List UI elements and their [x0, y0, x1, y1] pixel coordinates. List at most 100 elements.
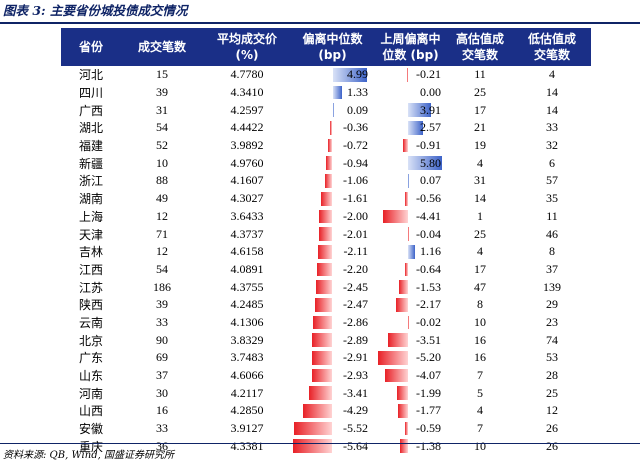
table-row: 江苏 186 4.3755 -2.45 -1.53 47 139	[61, 278, 591, 296]
prev-deviation-cell: -3.51	[374, 331, 447, 349]
high-valuation-count-cell: 5	[477, 385, 483, 400]
deviation-cell: -2.47	[291, 296, 374, 314]
table-row: 江西 54 4.0891 -2.20 -0.64 17 37	[61, 261, 591, 279]
table-row: 新疆 10 4.9760 -0.94 5.80 4 6	[61, 154, 591, 172]
low-valuation-count-cell: 14	[546, 85, 558, 100]
avg-price-cell: 4.4422	[230, 120, 264, 135]
trade-count-cell: 49	[156, 191, 168, 206]
low-valuation-count-cell: 53	[546, 350, 558, 365]
trade-count-cell: 12	[156, 208, 168, 223]
table-row: 湖南 49 4.3027 -1.61 -0.56 14 35	[61, 190, 591, 208]
high-valuation-count-cell: 11	[474, 67, 486, 82]
deviation-value: 1.16	[420, 244, 441, 259]
source-divider	[0, 443, 640, 444]
prev-deviation-cell: 3.91	[374, 101, 447, 119]
trade-count-cell: 12	[156, 244, 168, 259]
deviation-value: -2.89	[343, 332, 368, 347]
deviation-cell: -2.93	[291, 367, 374, 385]
high-valuation-count-cell: 1	[477, 208, 483, 223]
deviation-value: -5.20	[416, 350, 441, 365]
province-cell: 四川	[78, 86, 103, 101]
high-valuation-count-cell: 47	[474, 279, 486, 294]
positive-deviation-bar	[332, 68, 368, 82]
negative-deviation-bar	[387, 333, 409, 347]
negative-deviation-bar	[397, 404, 409, 418]
table-header-row: 省份 成交笔数 平均成交价 (%) 偏离中位数 (bp) 上周偏离中 位数 (bp) …	[61, 28, 591, 66]
title-divider	[0, 22, 640, 24]
avg-price-cell: 4.3737	[230, 226, 264, 241]
deviation-cell: 4.99	[291, 66, 374, 84]
negative-deviation-bar	[317, 244, 333, 259]
header-high-valuation: 高估值成 交笔数	[447, 28, 513, 66]
trade-count-cell: 90	[156, 332, 168, 347]
negative-deviation-bar	[384, 368, 409, 383]
negative-deviation-bar	[327, 138, 333, 153]
negative-deviation-bar	[318, 227, 333, 241]
high-valuation-count-cell: 21	[474, 120, 486, 135]
negative-deviation-bar	[377, 351, 409, 365]
avg-price-cell: 4.3755	[230, 279, 264, 294]
low-valuation-count-cell: 35	[546, 191, 558, 206]
positive-deviation-bar	[408, 244, 416, 259]
prev-deviation-cell: -0.56	[374, 190, 447, 208]
high-valuation-count-cell: 10	[474, 314, 486, 329]
avg-price-cell: 4.1306	[230, 314, 264, 329]
high-valuation-count-cell: 4	[477, 244, 483, 259]
low-valuation-count-cell: 6	[549, 155, 555, 170]
low-valuation-count-cell: 46	[546, 226, 558, 241]
deviation-value: -1.99	[416, 385, 441, 400]
negative-deviation-bar	[315, 297, 333, 312]
province-cell: 天津	[78, 227, 103, 242]
deviation-value: -2.93	[343, 368, 368, 383]
province-cell: 山东	[78, 369, 103, 384]
low-valuation-count-cell: 29	[546, 297, 558, 312]
province-trade-table: 省份 成交笔数 平均成交价 (%) 偏离中位数 (bp) 上周偏离中 位数 (bp) …	[61, 28, 591, 455]
negative-deviation-bar	[325, 156, 333, 171]
deviation-value: -0.04	[416, 226, 441, 241]
avg-price-cell: 4.0891	[230, 261, 264, 276]
negative-deviation-bar	[400, 439, 409, 454]
table-row: 上海 12 3.6433 -2.00 -4.41 1 11	[61, 208, 591, 226]
deviation-value: 4.99	[347, 67, 368, 82]
trade-count-cell: 69	[156, 350, 168, 365]
header-deviation: 偏离中位数 (bp)	[291, 28, 374, 66]
trade-count-cell: 36	[156, 438, 168, 453]
trade-count-cell: 15	[156, 67, 168, 82]
header-avg-price: 平均成交价 (%)	[203, 28, 291, 66]
negative-deviation-bar	[293, 439, 333, 454]
table-row: 重庆 36 4.3381 -5.64 -1.38 10 26	[61, 437, 591, 455]
negative-deviation-bar	[312, 351, 333, 365]
province-cell: 山西	[78, 404, 103, 419]
province-cell: 新疆	[78, 156, 103, 171]
table-row: 广东 69 3.7483 -2.91 -5.20 16 53	[61, 349, 591, 367]
table-row: 福建 52 3.9892 -0.72 -0.91 19 32	[61, 137, 591, 155]
deviation-value: 2.57	[420, 120, 441, 135]
negative-deviation-bar	[405, 191, 409, 206]
deviation-value: 1.33	[347, 85, 368, 100]
prev-deviation-cell: 5.80	[374, 154, 447, 172]
deviation-cell: 1.33	[291, 84, 374, 102]
deviation-cell: -5.64	[291, 437, 374, 455]
negative-deviation-bar	[294, 421, 333, 436]
header-province: 省份	[61, 28, 121, 66]
table-row: 陕西 39 4.2485 -2.47 -2.17 8 29	[61, 296, 591, 314]
avg-price-cell: 3.8329	[230, 332, 264, 347]
trade-count-cell: 31	[156, 102, 168, 117]
avg-price-cell: 4.3027	[230, 191, 264, 206]
deviation-value: -2.45	[343, 279, 368, 294]
avg-price-cell: 4.6066	[230, 368, 264, 383]
negative-deviation-bar	[315, 280, 333, 294]
low-valuation-count-cell: 12	[546, 403, 558, 418]
trade-count-cell: 16	[156, 403, 168, 418]
negative-deviation-bar	[382, 209, 409, 224]
avg-price-cell: 4.2597	[230, 102, 264, 117]
province-cell: 陕西	[78, 298, 103, 313]
low-valuation-count-cell: 32	[546, 138, 558, 153]
trade-count-cell: 54	[156, 261, 168, 276]
deviation-cell: -0.72	[291, 137, 374, 155]
prev-deviation-cell: 1.16	[374, 243, 447, 261]
negative-deviation-bar	[396, 386, 409, 401]
table-row: 山东 37 4.6066 -2.93 -4.07 7 28	[61, 367, 591, 385]
deviation-cell: -2.45	[291, 278, 374, 296]
deviation-value: 0.00	[420, 85, 441, 100]
